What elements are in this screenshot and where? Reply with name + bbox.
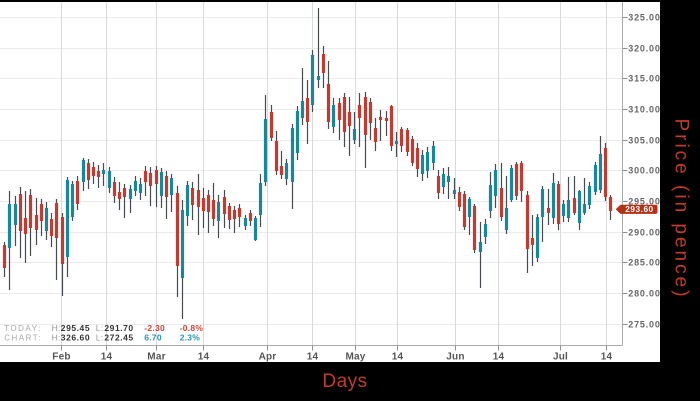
svg-text:14: 14 xyxy=(198,352,210,363)
svg-text:-0.8%: -0.8% xyxy=(180,323,204,333)
svg-text:14: 14 xyxy=(392,352,404,363)
svg-text:L:: L: xyxy=(96,333,104,343)
svg-text:291.70: 291.70 xyxy=(104,323,133,333)
svg-text:Days: Days xyxy=(322,371,367,392)
svg-text:6.70: 6.70 xyxy=(144,333,162,343)
svg-text:Feb: Feb xyxy=(52,352,70,363)
svg-text:H:: H: xyxy=(52,323,61,333)
svg-text:285.00: 285.00 xyxy=(628,258,660,268)
svg-text:272.45: 272.45 xyxy=(104,333,133,343)
svg-text:-2.30: -2.30 xyxy=(144,323,165,333)
svg-text:310.00: 310.00 xyxy=(628,105,660,115)
svg-text:L:: L: xyxy=(96,323,104,333)
svg-text:280.00: 280.00 xyxy=(628,289,660,299)
svg-text:14: 14 xyxy=(101,352,113,363)
svg-text:290.00: 290.00 xyxy=(628,228,660,238)
svg-text:Jul: Jul xyxy=(553,352,568,363)
svg-text:Jun: Jun xyxy=(446,352,464,363)
svg-text:Mar: Mar xyxy=(147,352,165,363)
svg-text:2.3%: 2.3% xyxy=(180,333,201,343)
svg-text:Price (in pence): Price (in pence) xyxy=(671,118,692,299)
svg-text:275.00: 275.00 xyxy=(628,320,660,330)
svg-text:14: 14 xyxy=(307,352,319,363)
svg-text:TODAY:: TODAY: xyxy=(4,324,42,333)
svg-text:295.45: 295.45 xyxy=(61,323,90,333)
svg-text:CHART:: CHART: xyxy=(4,334,42,343)
svg-text:305.00: 305.00 xyxy=(628,136,660,146)
svg-text:320.00: 320.00 xyxy=(628,44,660,54)
svg-text:295.00: 295.00 xyxy=(628,197,660,207)
svg-text:315.00: 315.00 xyxy=(628,74,660,84)
svg-text:293.60: 293.60 xyxy=(625,204,653,214)
svg-text:H:: H: xyxy=(52,333,61,343)
svg-text:14: 14 xyxy=(493,352,505,363)
svg-text:14: 14 xyxy=(601,352,613,363)
svg-text:300.00: 300.00 xyxy=(628,166,660,176)
svg-text:Apr: Apr xyxy=(259,352,277,363)
svg-text:325.00: 325.00 xyxy=(628,13,660,23)
svg-text:May: May xyxy=(345,352,365,363)
svg-text:326.60: 326.60 xyxy=(61,333,90,343)
